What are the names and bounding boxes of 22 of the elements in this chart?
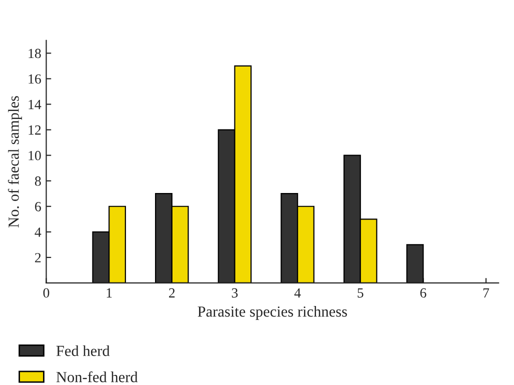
y-tick-label: 12 bbox=[28, 125, 41, 135]
y-tick-label: 14 bbox=[28, 100, 42, 110]
x-tick-label: 2 bbox=[169, 288, 175, 298]
y-tick-label: 2 bbox=[35, 253, 41, 262]
x-tick-label: 7 bbox=[483, 288, 490, 298]
bar bbox=[406, 244, 424, 283]
y-tick-label: 16 bbox=[28, 74, 41, 84]
x-tick-label: 0 bbox=[43, 288, 50, 298]
y-tick-label: 8 bbox=[34, 176, 41, 186]
y-tick-label: 4 bbox=[34, 228, 42, 237]
x-tick-label: 6 bbox=[420, 288, 426, 298]
y-tick-label: 18 bbox=[28, 48, 41, 58]
y-axis-title: No. of faecal samples bbox=[8, 96, 22, 228]
x-tick-label: 5 bbox=[358, 288, 364, 298]
x-axis-title: Parasite species richness bbox=[198, 306, 347, 320]
y-tick-label: 10 bbox=[28, 150, 41, 160]
x-tick-label: 4 bbox=[294, 288, 301, 298]
legend-label: Non-fed herd bbox=[56, 371, 138, 382]
x-tick-label: 1 bbox=[106, 288, 112, 298]
legend-label: Fed herd bbox=[56, 345, 110, 356]
x-tick-label: 3 bbox=[232, 288, 238, 298]
y-tick-label: 6 bbox=[35, 202, 41, 212]
